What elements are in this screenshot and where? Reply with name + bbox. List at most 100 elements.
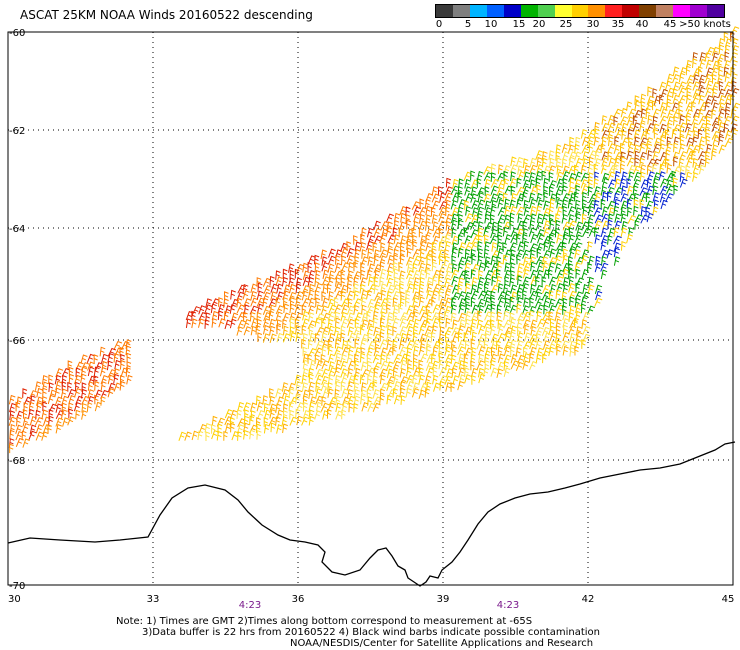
- wind-barb: [211, 318, 218, 328]
- wind-barb: [405, 387, 412, 398]
- wind-barb: [588, 150, 598, 160]
- wind-barb: [29, 395, 36, 405]
- wind-barb: [386, 311, 394, 322]
- wind-barb: [333, 326, 341, 337]
- wind-barb: [587, 163, 594, 174]
- wind-barb: [464, 374, 472, 384]
- wind-barb: [510, 227, 519, 237]
- wind-barb: [614, 198, 621, 209]
- wind-barb: [516, 198, 523, 209]
- wind-barb: [100, 381, 107, 391]
- wind-barb: [107, 382, 116, 393]
- wind-barb: [580, 129, 588, 139]
- wind-barb: [430, 206, 436, 217]
- wind-barb: [379, 249, 388, 259]
- wind-barb: [543, 177, 549, 188]
- wind-barb: [621, 220, 628, 231]
- wind-barb: [445, 220, 452, 231]
- wind-barb: [600, 240, 607, 251]
- wind-barb: [691, 101, 696, 112]
- wind-barb: [646, 212, 654, 223]
- wind-barb: [229, 318, 237, 329]
- wind-barb: [562, 254, 569, 265]
- wind-barb: [555, 219, 561, 230]
- wind-barb: [431, 353, 437, 364]
- wind-barb: [432, 374, 439, 385]
- wind-barb: [464, 179, 471, 189]
- wind-barb: [470, 214, 479, 224]
- wind-barb: [439, 192, 446, 202]
- wind-barb: [314, 277, 320, 287]
- wind-barb: [678, 101, 683, 111]
- wind-barb: [562, 345, 569, 356]
- wind-barb: [399, 312, 409, 322]
- wind-barb: [413, 345, 420, 356]
- wind-barb: [483, 172, 493, 182]
- wind-barb: [275, 403, 282, 414]
- wind-barb: [587, 284, 595, 294]
- wind-barb: [718, 88, 726, 98]
- wind-barb: [81, 410, 88, 420]
- wind-barb: [568, 283, 576, 293]
- wind-barb: [445, 199, 451, 210]
- wind-barb: [548, 150, 555, 160]
- wind-barb: [392, 326, 398, 336]
- wind-barb: [353, 298, 362, 308]
- wind-barb: [55, 403, 63, 413]
- wind-barb: [295, 291, 304, 301]
- wind-barb: [503, 297, 511, 308]
- wind-barb: [457, 191, 463, 202]
- wind-barb: [320, 354, 326, 364]
- wind-barb: [470, 241, 479, 251]
- wind-barb: [484, 241, 491, 251]
- wind-barb: [471, 254, 477, 265]
- wind-barb: [529, 360, 538, 371]
- wind-barb: [613, 144, 621, 155]
- wind-barb: [418, 220, 427, 230]
- wind-barb: [529, 297, 534, 308]
- wind-barb: [575, 331, 583, 342]
- wind-barb: [424, 325, 433, 335]
- wind-barb: [496, 311, 502, 322]
- wind-barb: [601, 213, 610, 223]
- wind-barb: [640, 116, 647, 127]
- wind-barb: [496, 340, 501, 351]
- wind-barb: [666, 163, 673, 174]
- wind-barb: [316, 326, 325, 336]
- wind-barb: [308, 325, 314, 336]
- wind-barb: [367, 332, 373, 343]
- wind-barb: [399, 282, 404, 293]
- wind-barb: [439, 317, 444, 328]
- wind-barb: [302, 310, 309, 321]
- wind-barb: [335, 352, 342, 363]
- wind-barb: [731, 128, 739, 139]
- wind-barb: [504, 326, 513, 336]
- wind-barb: [314, 289, 320, 300]
- wind-barb: [686, 157, 694, 167]
- wind-barb: [536, 310, 542, 321]
- wind-barb: [600, 262, 609, 272]
- wind-barb: [386, 270, 393, 280]
- wind-barb: [354, 241, 362, 252]
- wind-barb: [327, 402, 336, 412]
- wind-barb: [60, 388, 68, 399]
- wind-barb: [315, 304, 323, 314]
- wind-barb: [87, 366, 95, 377]
- wind-barb: [211, 415, 218, 426]
- wind-barb: [627, 185, 634, 196]
- wind-barb: [301, 338, 306, 349]
- wind-barb: [361, 402, 369, 412]
- wind-barb: [61, 367, 71, 377]
- wind-barb: [535, 284, 544, 295]
- wind-barb: [412, 269, 421, 280]
- wind-barb: [653, 128, 659, 139]
- wind-barb: [302, 409, 311, 420]
- wind-barb: [353, 290, 360, 300]
- colorbar-label: 10: [484, 19, 498, 30]
- wind-barb: [484, 207, 492, 217]
- wind-barb: [704, 122, 712, 133]
- wind-barb: [581, 199, 587, 210]
- wind-barb: [379, 261, 385, 272]
- wind-barb: [399, 380, 406, 391]
- wind-barb: [366, 360, 372, 371]
